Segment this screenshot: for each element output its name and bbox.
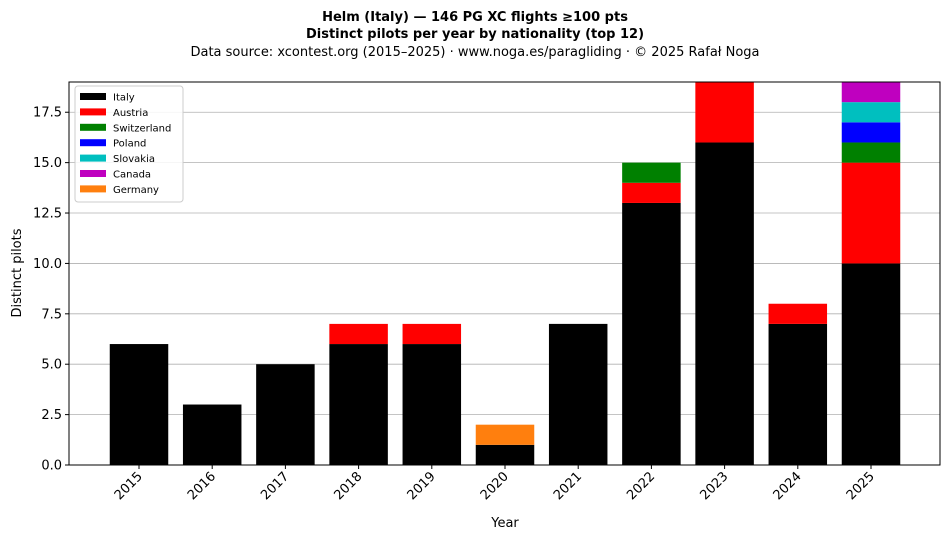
bar-italy-2019	[402, 344, 462, 465]
legend-swatch-switzerland	[80, 123, 106, 131]
legend-label-canada: Canada	[113, 170, 151, 181]
legend-swatch-canada	[80, 170, 106, 177]
x-axis-label: Year	[490, 516, 519, 531]
bar-italy-2016	[182, 404, 242, 465]
bar-italy-2020	[475, 444, 535, 465]
bar-italy-2015	[109, 344, 169, 465]
x-axis-ticks: 2015 2016 2017 2018 2019 2020 2021 2022 2023 2024…	[112, 465, 878, 503]
bar-switzerland-2025	[841, 142, 901, 163]
bar-austria-2019	[402, 323, 462, 345]
legend-label-switzerland: Switzerland	[113, 123, 171, 134]
chart-title: Helm (Italy) — 146 PG XC flights ≥100 pt…	[322, 10, 628, 25]
bar-austria-2025	[841, 162, 901, 264]
y-tick-label: 10.0	[33, 257, 62, 272]
bar-italy-2018	[329, 344, 388, 465]
legend-label-germany: Germany	[113, 185, 159, 196]
bars-group	[109, 82, 901, 465]
legend-swatch-germany	[80, 185, 106, 193]
y-axis-ticks: 0.0 2.5 5.0 7.5 10.0 12.5 15.0 17.5	[33, 106, 69, 474]
bar-poland-2025	[841, 122, 901, 143]
x-tick-label: 2020	[478, 469, 512, 503]
y-tick-label: 2.5	[41, 408, 62, 423]
bar-austria-2023	[695, 82, 754, 143]
x-tick-label: 2023	[697, 469, 731, 503]
legend-label-austria: Austria	[113, 108, 148, 119]
legend-label-poland: Poland	[113, 139, 146, 150]
bar-germany-2020	[475, 424, 535, 445]
x-tick-label: 2025	[844, 469, 878, 503]
y-tick-label: 15.0	[33, 156, 62, 171]
bar-austria-2022	[622, 182, 681, 203]
x-tick-label: 2017	[258, 469, 292, 503]
legend: Italy Austria Switzerland Poland Slovakia Can…	[74, 85, 184, 203]
x-tick-label: 2019	[405, 469, 439, 503]
bar-italy-2021	[548, 323, 608, 465]
legend-swatch-italy	[80, 93, 106, 100]
y-axis-label: Distinct pilots	[10, 228, 25, 317]
x-tick-label: 2021	[551, 469, 585, 503]
legend-swatch-slovakia	[80, 154, 106, 162]
bar-slovakia-2025	[841, 102, 901, 123]
y-tick-label: 5.0	[41, 358, 62, 373]
x-tick-label: 2024	[771, 469, 805, 503]
bar-austria-2018	[329, 323, 388, 345]
bar-canada-2025	[841, 82, 901, 103]
legend-label-italy: Italy	[113, 93, 135, 104]
chart-source-line: Data source: xcontest.org (2015–2025) · …	[190, 45, 759, 60]
chart-subtitle: Distinct pilots per year by nationality …	[306, 27, 644, 42]
legend-swatch-austria	[80, 108, 106, 116]
x-tick-label: 2018	[331, 469, 365, 503]
bar-italy-2017	[256, 364, 315, 465]
grid-lines	[69, 111, 940, 416]
x-tick-label: 2015	[112, 469, 146, 503]
bar-switzerland-2022	[622, 162, 681, 183]
bar-italy-2025	[841, 263, 901, 465]
bar-italy-2022	[622, 202, 681, 465]
x-tick-label: 2022	[624, 469, 658, 503]
y-tick-label: 12.5	[33, 207, 62, 222]
x-tick-label: 2016	[185, 469, 219, 503]
y-tick-label: 0.0	[41, 459, 62, 474]
legend-swatch-poland	[80, 139, 106, 147]
legend-label-slovakia: Slovakia	[113, 154, 155, 165]
bar-austria-2024	[768, 303, 828, 324]
y-tick-label: 17.5	[33, 106, 62, 121]
bar-italy-2024	[768, 323, 828, 465]
y-tick-label: 7.5	[41, 307, 62, 322]
bar-italy-2023	[695, 142, 754, 465]
